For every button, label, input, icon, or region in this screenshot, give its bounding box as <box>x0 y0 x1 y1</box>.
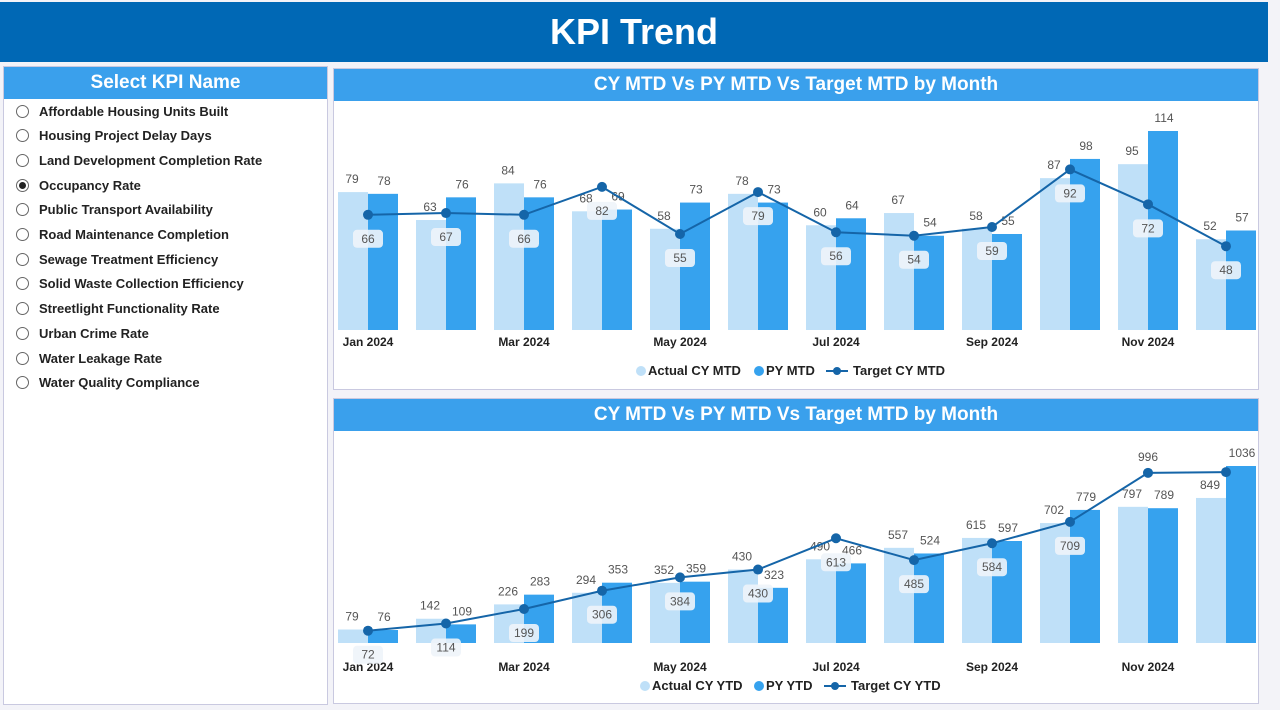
kpi-option[interactable]: Public Transport Availability <box>16 200 213 220</box>
radio-button[interactable] <box>16 178 29 192</box>
kpi-option[interactable]: Occupancy Rate <box>16 175 141 195</box>
kpi-option-label: Road Maintenance Completion <box>39 227 229 242</box>
kpi-option[interactable]: Housing Project Delay Days <box>16 126 212 146</box>
radio-button[interactable] <box>16 252 29 266</box>
kpi-option[interactable]: Solid Waste Collection Efficiency <box>16 274 244 294</box>
kpi-option-label: Affordable Housing Units Built <box>39 103 229 119</box>
kpi-slicer: Select KPI Name Affordable Housing Units… <box>3 66 328 705</box>
ytd-chart-card: CY MTD Vs PY MTD Vs Target MTD by Month <box>333 398 1259 704</box>
radio-button[interactable] <box>16 228 29 241</box>
radio-button[interactable] <box>16 302 29 316</box>
radio-button[interactable] <box>16 326 29 340</box>
kpi-option[interactable]: Affordable Housing Units Built <box>16 101 228 121</box>
kpi-option[interactable]: Road Maintenance Completion <box>16 225 229 245</box>
kpi-option-label: Housing Project Delay Days <box>39 128 212 144</box>
kpi-option[interactable]: Urban Crime Rate <box>16 323 149 343</box>
kpi-option[interactable]: Water Leakage Rate <box>16 348 162 368</box>
kpi-option-label: Occupancy Rate <box>39 177 141 193</box>
kpi-option[interactable]: Sewage Treatment Efficiency <box>16 249 218 269</box>
kpi-option-label: Streetlight Functionality Rate <box>39 301 220 317</box>
radio-button[interactable] <box>16 153 29 167</box>
radio-button[interactable] <box>16 129 29 143</box>
kpi-option-label: Water Leakage Rate <box>39 350 163 366</box>
kpi-option[interactable]: Water Quality Compliance <box>16 373 200 393</box>
mtd-chart-title: CY MTD Vs PY MTD Vs Target MTD by Month <box>334 69 1258 101</box>
kpi-option[interactable]: Streetlight Functionality Rate <box>16 299 220 319</box>
kpi-option[interactable]: Land Development Completion Rate <box>16 150 262 170</box>
radio-button[interactable] <box>16 203 29 217</box>
radio-button[interactable] <box>16 376 29 390</box>
page-title: KPI Trend <box>0 2 1268 62</box>
ytd-chart-title: CY MTD Vs PY MTD Vs Target MTD by Month <box>334 399 1258 431</box>
radio-button[interactable] <box>16 351 29 365</box>
radio-button[interactable] <box>16 104 29 118</box>
kpi-option-label: Sewage Treatment Efficiency <box>39 251 219 267</box>
mtd-chart-card: CY MTD Vs PY MTD Vs Target MTD by Month <box>333 68 1259 390</box>
kpi-option-label: Land Development Completion Rate <box>39 152 263 168</box>
kpi-option-label: Water Quality Compliance <box>39 375 200 391</box>
slicer-title: Select KPI Name <box>4 67 327 99</box>
kpi-option-label: Public Transport Availability <box>39 202 213 218</box>
radio-button[interactable] <box>16 277 29 291</box>
kpi-option-label: Solid Waste Collection Efficiency <box>39 276 244 292</box>
kpi-option-label: Urban Crime Rate <box>39 325 149 341</box>
